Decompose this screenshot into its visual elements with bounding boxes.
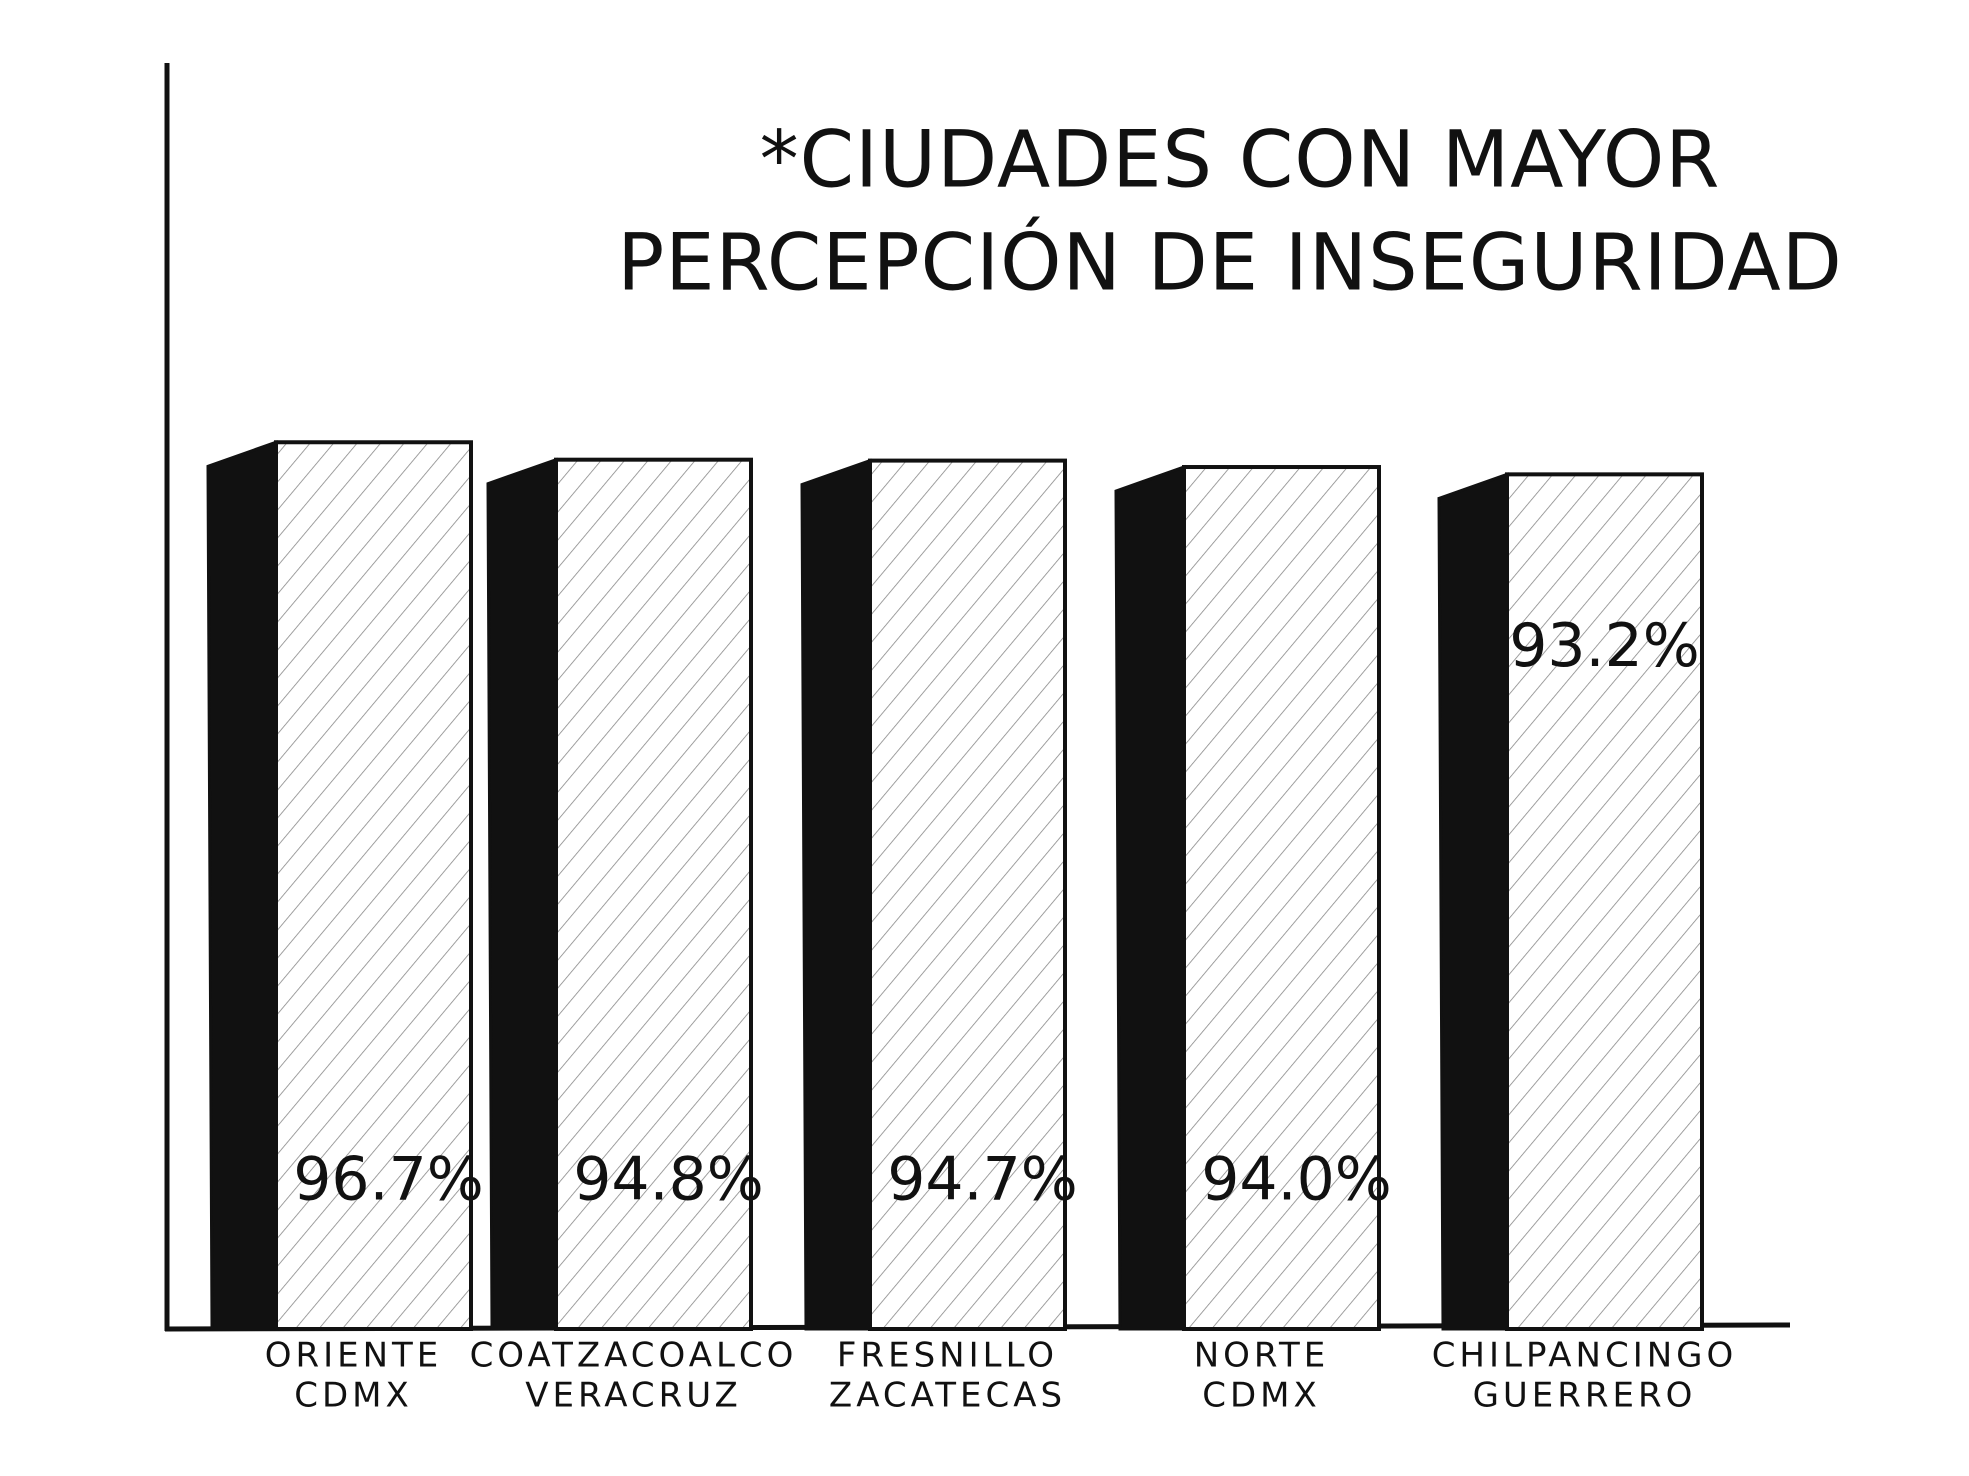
- bar: [274, 440, 473, 1331]
- value-label: 96.7%: [293, 1145, 484, 1215]
- x-tick-label: ORIENTE: [265, 1336, 443, 1376]
- bar-side: [206, 440, 278, 1331]
- x-tick-label: CHILPANCINGO: [1432, 1336, 1738, 1376]
- value-label: 93.2%: [1509, 611, 1700, 681]
- x-tick-label: CDMX: [294, 1376, 413, 1416]
- x-tick-label: ZACATECAS: [829, 1376, 1066, 1416]
- x-tick-label: FRESNILLO: [837, 1336, 1058, 1376]
- value-label: 94.0%: [1201, 1145, 1392, 1215]
- value-label: 94.7%: [887, 1145, 1078, 1215]
- bar: [554, 457, 753, 1331]
- chart-title: PERCEPCIÓN DE INSEGURIDAD: [617, 216, 1843, 308]
- x-tick-label: CDMX: [1202, 1376, 1321, 1416]
- bar-side: [1114, 464, 1186, 1331]
- bar-side: [1437, 472, 1509, 1331]
- bar-side: [800, 458, 872, 1331]
- bar: [1505, 472, 1704, 1331]
- chart-title: *CIUDADES CON MAYOR: [760, 115, 1721, 205]
- bar-side: [486, 457, 558, 1331]
- bar: [868, 458, 1067, 1331]
- x-tick-label: NORTE: [1194, 1336, 1330, 1376]
- bar: [1182, 465, 1381, 1331]
- x-tick-label: GUERRERO: [1473, 1376, 1697, 1416]
- x-tick-label: COATZACOALCO: [470, 1336, 798, 1376]
- bars: 96.7%ORIENTECDMX94.8%COATZACOALCOVERACRU…: [206, 440, 1738, 1416]
- x-tick-label: VERACRUZ: [525, 1376, 742, 1416]
- value-label: 94.8%: [573, 1145, 764, 1215]
